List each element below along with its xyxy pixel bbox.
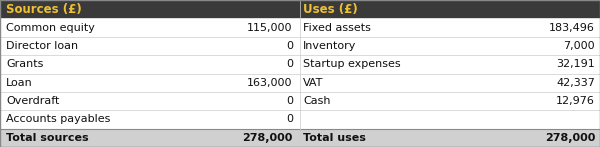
Text: Uses (£): Uses (£) (303, 3, 358, 16)
Bar (0, 55, 600, 74)
Bar (0, 37, 600, 55)
Text: Inventory: Inventory (303, 41, 356, 51)
Bar (0, 129, 600, 147)
Bar (0, 18, 600, 37)
Text: 12,976: 12,976 (556, 96, 595, 106)
Text: Startup expenses: Startup expenses (303, 59, 401, 69)
Text: 163,000: 163,000 (247, 78, 293, 88)
Text: Accounts payables: Accounts payables (6, 114, 110, 125)
Text: 42,337: 42,337 (556, 78, 595, 88)
Text: 115,000: 115,000 (247, 22, 293, 33)
Text: 32,191: 32,191 (556, 59, 595, 69)
Text: 0: 0 (286, 41, 293, 51)
Text: Loan: Loan (6, 78, 33, 88)
Text: Total uses: Total uses (303, 133, 366, 143)
Text: 278,000: 278,000 (242, 133, 293, 143)
Text: 278,000: 278,000 (545, 133, 595, 143)
Text: 7,000: 7,000 (563, 41, 595, 51)
Text: Director loan: Director loan (6, 41, 78, 51)
Text: 0: 0 (286, 59, 293, 69)
Text: Overdraft: Overdraft (6, 96, 59, 106)
Text: Common equity: Common equity (6, 22, 95, 33)
Text: 0: 0 (286, 96, 293, 106)
Bar (0, 110, 600, 129)
Text: 0: 0 (286, 114, 293, 125)
Text: Fixed assets: Fixed assets (303, 22, 371, 33)
Text: 183,496: 183,496 (550, 22, 595, 33)
Text: Sources (£): Sources (£) (6, 3, 82, 16)
Text: Grants: Grants (6, 59, 43, 69)
Text: Total sources: Total sources (6, 133, 89, 143)
Text: VAT: VAT (303, 78, 323, 88)
Bar (0, 92, 600, 110)
Bar (0, 74, 600, 92)
Bar (0, 0, 600, 18)
Text: Cash: Cash (303, 96, 331, 106)
